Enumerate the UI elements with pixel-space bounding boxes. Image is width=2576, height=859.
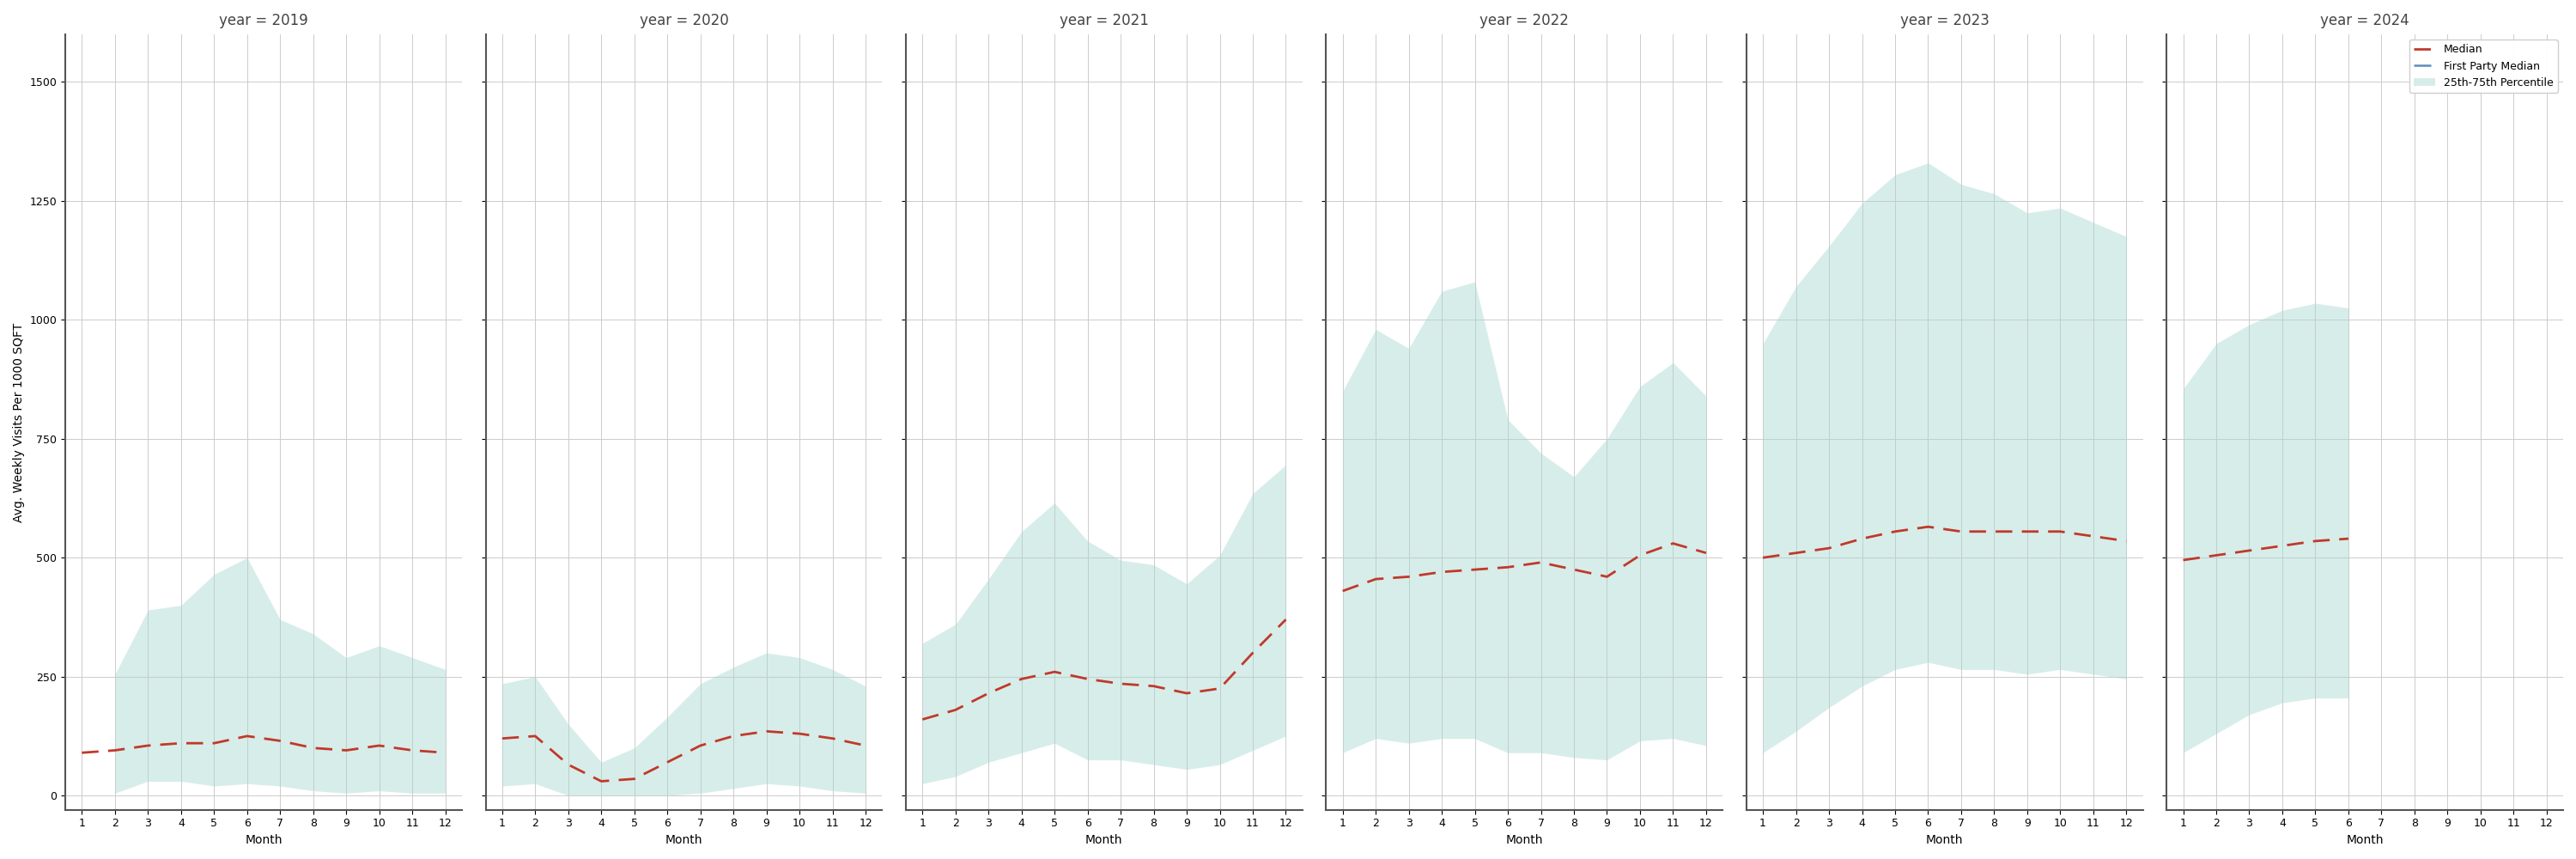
X-axis label: Month: Month: [1507, 834, 1543, 846]
X-axis label: Month: Month: [245, 834, 283, 846]
X-axis label: Month: Month: [665, 834, 703, 846]
Legend: Median, First Party Median, 25th-75th Percentile: Median, First Party Median, 25th-75th Pe…: [2409, 40, 2558, 93]
Title: year = 2020: year = 2020: [639, 13, 729, 28]
X-axis label: Month: Month: [1084, 834, 1123, 846]
Title: year = 2019: year = 2019: [219, 13, 309, 28]
Y-axis label: Avg. Weekly Visits Per 1000 SQFT: Avg. Weekly Visits Per 1000 SQFT: [13, 322, 26, 522]
Title: year = 2022: year = 2022: [1479, 13, 1569, 28]
Title: year = 2021: year = 2021: [1059, 13, 1149, 28]
X-axis label: Month: Month: [2347, 834, 2383, 846]
Title: year = 2023: year = 2023: [1901, 13, 1989, 28]
Title: year = 2024: year = 2024: [2321, 13, 2409, 28]
X-axis label: Month: Month: [1927, 834, 1963, 846]
